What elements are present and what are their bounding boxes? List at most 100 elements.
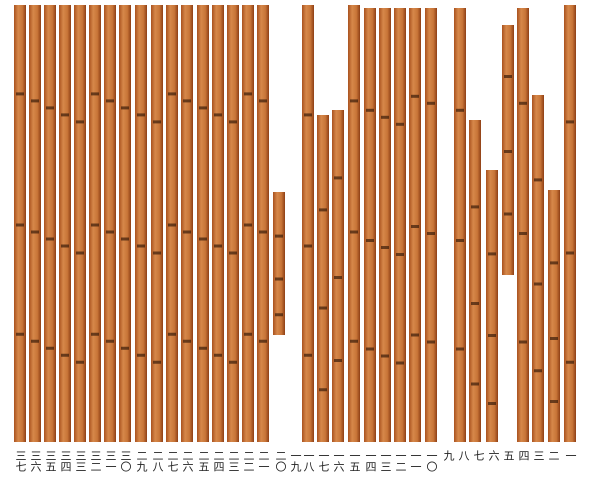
slip-number: 一三	[379, 450, 392, 472]
slip-number: 三七	[14, 450, 27, 472]
ink-mark	[244, 332, 252, 336]
ink-mark	[304, 353, 312, 357]
ink-mark	[183, 230, 191, 234]
ink-mark	[350, 99, 358, 103]
bamboo-slip	[517, 8, 529, 442]
slip-number: 三一	[104, 450, 117, 472]
ink-mark	[137, 353, 145, 357]
ink-mark	[31, 339, 39, 343]
slip-number: 三〇	[119, 450, 132, 472]
ink-mark	[244, 223, 252, 227]
ink-mark	[350, 230, 358, 234]
bamboo-slip	[151, 5, 163, 442]
bamboo-slip	[74, 5, 86, 442]
ink-mark	[350, 339, 358, 343]
ink-mark	[366, 347, 374, 351]
ink-mark	[61, 244, 69, 248]
ink-mark	[16, 92, 24, 96]
slip-number: 二一	[257, 450, 270, 472]
ink-mark	[244, 92, 252, 96]
ink-mark	[199, 346, 207, 350]
ink-mark	[16, 223, 24, 227]
ink-mark	[411, 94, 419, 98]
slip-number: 四	[517, 450, 530, 461]
ink-mark	[199, 237, 207, 241]
slip-number: 一五	[348, 450, 361, 472]
ink-mark	[411, 225, 419, 228]
ink-mark	[534, 178, 542, 182]
ink-mark	[427, 232, 435, 235]
slip-number: 二九	[135, 450, 148, 472]
bamboo-slip	[273, 192, 285, 335]
bamboo-slip	[227, 5, 239, 442]
slip-number: 二七	[166, 450, 179, 472]
ink-mark	[46, 237, 54, 241]
bamboo-slip	[44, 5, 56, 442]
bamboo-slip	[394, 8, 406, 442]
slip-number: 九	[442, 450, 455, 461]
ink-mark	[46, 346, 54, 350]
ink-mark	[566, 360, 574, 364]
bamboo-slip	[469, 120, 481, 442]
slip-number: 二	[547, 450, 560, 461]
slip-number: 五	[502, 450, 515, 461]
ink-mark	[319, 208, 327, 212]
ink-mark	[153, 120, 161, 124]
ink-mark	[259, 99, 267, 103]
ink-mark	[319, 306, 327, 310]
slip-number: 二三	[227, 450, 240, 472]
bamboo-slip	[548, 190, 560, 442]
ink-mark	[534, 282, 542, 286]
ink-mark	[550, 261, 558, 265]
bamboo-slip	[532, 95, 544, 442]
ink-mark	[76, 360, 84, 364]
ink-mark	[275, 234, 283, 238]
ink-mark	[381, 354, 389, 358]
ink-mark	[137, 244, 145, 248]
bamboo-slip	[59, 5, 71, 442]
ink-mark	[366, 108, 374, 112]
ink-mark	[61, 353, 69, 357]
ink-mark	[304, 113, 312, 117]
ink-mark	[76, 251, 84, 255]
ink-mark	[121, 346, 129, 350]
ink-mark	[214, 244, 222, 248]
ink-mark	[334, 359, 342, 362]
slip-number: 一〇	[425, 450, 438, 472]
ink-mark	[31, 99, 39, 103]
slip-number: 一四	[364, 450, 377, 472]
ink-mark	[471, 382, 479, 386]
ink-mark	[275, 277, 283, 281]
slip-number: 二五	[197, 450, 210, 472]
bamboo-slip	[302, 5, 314, 442]
slip-number: 三二	[89, 450, 102, 472]
ink-mark	[488, 334, 496, 337]
ink-mark	[471, 205, 479, 209]
ink-mark	[168, 332, 176, 336]
bamboo-slip	[348, 5, 360, 442]
ink-mark	[106, 230, 114, 234]
ink-mark	[456, 239, 464, 242]
slip-number: 七	[472, 450, 485, 461]
ink-mark	[381, 246, 389, 249]
ink-mark	[229, 360, 237, 364]
slip-number: 一九	[289, 450, 302, 472]
ink-mark	[550, 337, 558, 340]
ink-mark	[427, 101, 435, 105]
slip-number: 三五	[44, 450, 57, 472]
ink-mark	[471, 302, 479, 305]
bamboo-slip	[135, 5, 147, 442]
slip-number: 二八	[151, 450, 164, 472]
slip-number: 三四	[59, 450, 72, 472]
bamboo-slip	[29, 5, 41, 442]
bamboo-slip	[317, 115, 329, 442]
ink-mark	[106, 339, 114, 343]
ink-mark	[534, 369, 542, 373]
slip-number: 一一	[409, 450, 422, 472]
slip-number: 一七	[317, 450, 330, 472]
ink-mark	[31, 230, 39, 234]
ink-mark	[488, 402, 496, 405]
ink-mark	[275, 313, 283, 317]
slip-number: 二二	[242, 450, 255, 472]
